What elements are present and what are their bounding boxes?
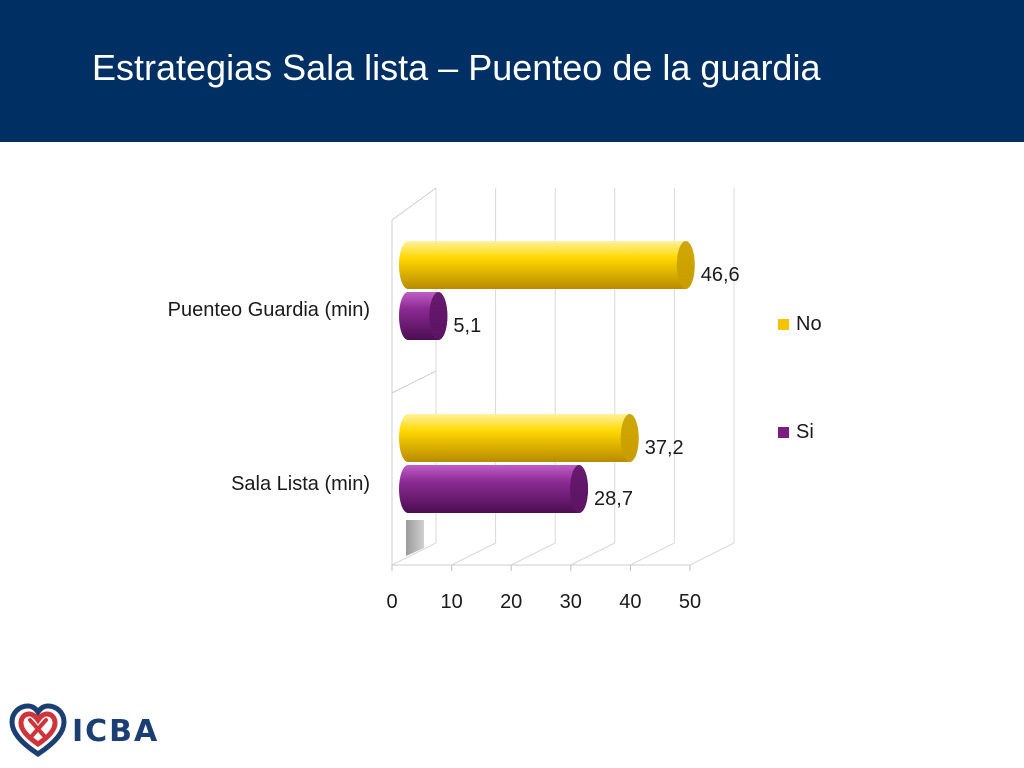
legend-swatch <box>778 319 789 330</box>
bar-end-cap <box>620 414 639 462</box>
floor-gridline <box>510 542 556 566</box>
bar-no <box>399 414 639 462</box>
side-wall-top <box>391 187 437 221</box>
floor-gridline <box>689 542 735 566</box>
x-tick-label: 0 <box>386 591 397 613</box>
data-label: 37,2 <box>645 437 684 459</box>
data-label: 5,1 <box>453 315 481 337</box>
floor-gridline <box>451 542 496 566</box>
legend-label: No <box>796 313 822 335</box>
x-tick-label: 20 <box>500 591 522 613</box>
floor-gridline <box>630 542 675 566</box>
bar-no <box>399 241 695 289</box>
title-bar <box>0 0 1024 142</box>
category-label: Sala Lista (min) <box>231 473 370 495</box>
legend-label: Si <box>796 421 814 443</box>
bar-end-cap <box>676 241 695 289</box>
icba-heart-icon <box>9 703 67 758</box>
bar-si <box>399 465 589 513</box>
floor-gridline <box>570 542 616 566</box>
bar-end-cap <box>570 465 589 513</box>
x-tick-label: 30 <box>560 591 582 613</box>
bar-chart: 0 10 20 30 40 50 Puenteo Guardia (min) Sala Lis… <box>168 187 822 613</box>
data-label: 28,7 <box>594 488 633 510</box>
x-tick-label: 10 <box>440 591 462 613</box>
data-label: 46,6 <box>701 264 740 286</box>
logo-text: ICBA <box>72 714 160 749</box>
chart-base-stub <box>406 520 424 556</box>
floor-gridline <box>391 542 437 566</box>
category-label: Puenteo Guardia (min) <box>168 299 370 321</box>
legend-swatch <box>778 427 789 438</box>
icba-logo <box>8 700 158 762</box>
x-tick-label: 40 <box>619 591 641 613</box>
category-divider <box>391 370 437 394</box>
slide-title: Estrategias Sala lista – Puenteo de la g… <box>92 47 821 88</box>
bar-end-cap <box>429 292 448 340</box>
x-tick-label: 50 <box>679 591 701 613</box>
